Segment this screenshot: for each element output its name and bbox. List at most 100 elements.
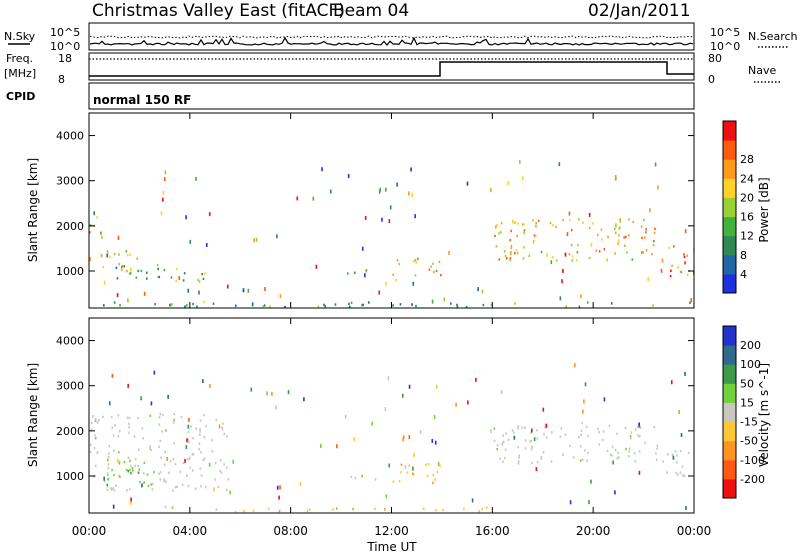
velocity-colorbar-segment: [723, 383, 736, 403]
velocity-colorbar-tick: 100: [740, 358, 761, 371]
velocity-cell: [117, 414, 120, 417]
velocity-cell: [434, 478, 436, 481]
power-cell: [126, 254, 129, 257]
power-cell: [334, 303, 337, 306]
power-cell: [157, 267, 159, 271]
power-cell: [392, 273, 395, 276]
power-cell: [615, 223, 617, 228]
velocity-cell: [150, 448, 152, 452]
power-cell: [592, 222, 594, 225]
power-cell: [564, 252, 567, 257]
velocity-cell: [126, 416, 129, 419]
velocity-cell: [222, 422, 224, 425]
velocity-colorbar-segment: [723, 459, 736, 480]
velocity-cell: [606, 449, 609, 453]
velocity-cell: [485, 506, 488, 509]
velocity-cell: [583, 449, 586, 452]
velocity-cell: [115, 484, 117, 487]
power-cell: [456, 303, 458, 307]
velocity-cell: [580, 433, 582, 436]
power-cell: [686, 254, 689, 257]
power-cell: [392, 304, 394, 307]
velocity-cell: [226, 435, 228, 438]
velocity-colorbar-tick: -200: [740, 473, 765, 486]
power-cell: [118, 262, 121, 266]
power-cell: [628, 218, 630, 221]
velocity-cell: [517, 446, 520, 449]
power-colorbar-tick: 16: [740, 211, 754, 224]
power-cell: [619, 226, 621, 229]
power-colorbar-tick: 8: [740, 249, 747, 262]
velocity-cell: [413, 452, 415, 457]
power-ylabel: Slant Range [km]: [26, 158, 40, 262]
power-cell: [523, 229, 526, 232]
power-cell: [689, 301, 691, 304]
power-cell: [129, 272, 132, 275]
power-cell: [186, 304, 188, 307]
velocity-cell: [94, 417, 97, 421]
power-ytick-label: 1000: [56, 265, 84, 278]
x-tick-label: 00:00: [72, 524, 107, 538]
power-cell: [494, 234, 496, 238]
velocity-cell: [279, 485, 281, 490]
power-cell: [346, 272, 349, 275]
power-cell: [438, 260, 441, 264]
nsky-label: N.Sky: [4, 30, 36, 43]
power-colorbar-tick: 24: [740, 172, 754, 185]
velocity-cell: [540, 455, 543, 459]
power-cell: [361, 303, 363, 307]
velocity-cell: [127, 456, 130, 460]
power-cell: [136, 257, 139, 260]
velocity-cell: [610, 454, 613, 457]
velocity-cell: [653, 425, 656, 429]
velocity-cell: [584, 382, 587, 387]
power-cell: [135, 276, 138, 279]
power-cell: [653, 239, 655, 243]
velocity-cell: [163, 479, 165, 483]
velocity-cell: [107, 478, 110, 481]
power-cell: [577, 243, 579, 247]
velocity-cell: [559, 435, 562, 438]
velocity-cell: [112, 434, 115, 437]
velocity-cell: [353, 437, 356, 442]
velocity-cell: [586, 459, 588, 462]
velocity-cell: [159, 439, 162, 443]
velocity-cell: [433, 414, 436, 419]
velocity-cell: [608, 424, 611, 428]
velocity-cell: [503, 456, 506, 460]
cpid-label: CPID: [6, 90, 35, 103]
power-cell: [517, 222, 520, 225]
velocity-cell: [679, 449, 682, 453]
velocity-cell: [173, 418, 175, 422]
velocity-cell: [530, 431, 532, 434]
velocity-cell: [143, 461, 146, 465]
power-cell: [532, 219, 534, 222]
velocity-cell: [392, 480, 395, 483]
velocity-cell: [159, 478, 162, 481]
power-cell: [389, 205, 392, 210]
velocity-cell: [214, 478, 216, 481]
velocity-cell: [344, 414, 347, 419]
power-cell: [490, 303, 493, 307]
power-cell: [175, 267, 178, 271]
velocity-cell: [682, 474, 684, 477]
x-tick-label: 16:00: [475, 524, 510, 538]
power-cell: [578, 218, 580, 221]
velocity-colorbar-segment: [723, 402, 736, 423]
power-cell: [388, 219, 391, 224]
velocity-cell: [437, 461, 440, 466]
velocity-cell: [625, 447, 627, 451]
velocity-cell: [384, 508, 386, 511]
velocity-cell: [544, 426, 547, 429]
velocity-cell: [493, 439, 496, 443]
power-cell: [412, 281, 415, 286]
velocity-cell: [675, 471, 677, 475]
power-cell: [385, 281, 387, 286]
velocity-cell: [146, 473, 149, 476]
velocity-cell: [432, 473, 435, 477]
velocity-cell: [517, 425, 519, 428]
velocity-cell: [463, 507, 465, 510]
power-cell: [632, 220, 635, 224]
velocity-cell: [181, 483, 184, 487]
velocity-cell: [232, 459, 235, 464]
